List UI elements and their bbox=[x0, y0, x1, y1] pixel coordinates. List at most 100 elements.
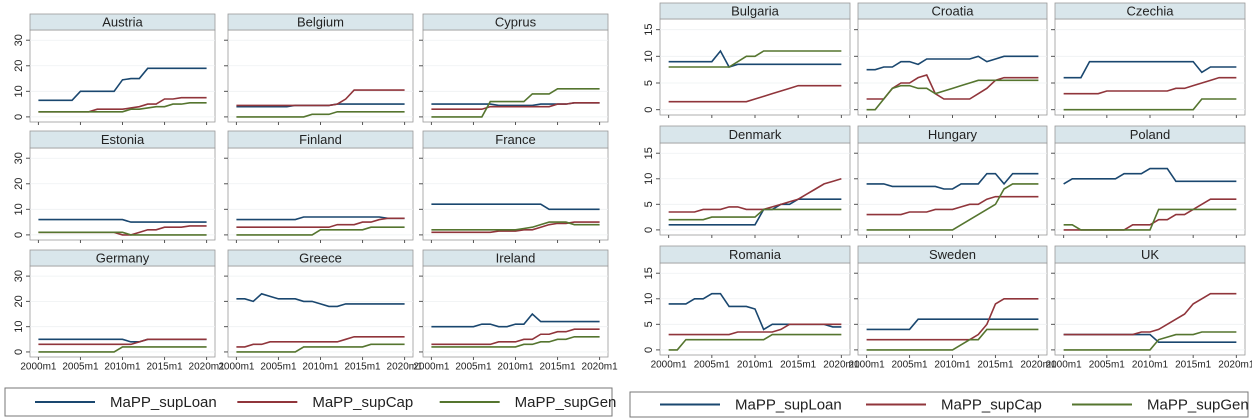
series-line bbox=[236, 335, 405, 348]
panel-title: Sweden bbox=[929, 247, 976, 262]
x-tick-label: 2020m1 bbox=[823, 360, 860, 371]
panel-header bbox=[422, 249, 609, 267]
panel-title: Ireland bbox=[496, 250, 536, 265]
y-tick-label: 10 bbox=[13, 85, 25, 97]
series-line bbox=[38, 346, 207, 353]
x-tick-label: 2005m1 bbox=[62, 362, 99, 373]
series-line bbox=[431, 328, 600, 346]
panel-header bbox=[227, 13, 414, 31]
panel-title: Austria bbox=[102, 14, 143, 29]
y-tick-label: 5 bbox=[643, 201, 655, 207]
series-line bbox=[668, 208, 842, 221]
panel-header bbox=[227, 130, 414, 149]
y-tick-label: 15 bbox=[643, 267, 655, 279]
y-tick-label: 10 bbox=[643, 50, 655, 62]
series-line bbox=[431, 203, 600, 211]
panel-header bbox=[1054, 125, 1246, 144]
x-tick-label: 2010m1 bbox=[302, 362, 339, 373]
series-line bbox=[866, 55, 1039, 71]
series-line bbox=[1063, 208, 1237, 231]
x-tick-label: 2000m1 bbox=[1046, 360, 1083, 371]
y-tick-label: 0 bbox=[13, 232, 25, 238]
series-line bbox=[431, 87, 600, 118]
panel bbox=[422, 147, 609, 241]
y-tick-label: 15 bbox=[643, 24, 655, 36]
y-tick-label: 0 bbox=[13, 114, 25, 120]
panel bbox=[227, 29, 414, 123]
x-tick-label: 2010m1 bbox=[737, 360, 774, 371]
series-line bbox=[236, 217, 405, 229]
panel-header bbox=[227, 249, 414, 267]
legend-label: MaPP_supLoan bbox=[110, 394, 217, 411]
series-line bbox=[866, 328, 1039, 351]
series-line bbox=[668, 323, 842, 336]
panel-title: France bbox=[495, 132, 535, 147]
panel-header bbox=[1054, 245, 1246, 264]
y-tick-label: 15 bbox=[643, 147, 655, 159]
panel bbox=[1054, 142, 1246, 236]
series-line bbox=[431, 312, 600, 328]
panel-title: Finland bbox=[299, 132, 342, 147]
y-tick-label: 5 bbox=[643, 321, 655, 327]
x-tick-label: 2015m1 bbox=[977, 360, 1014, 371]
panel-header bbox=[857, 2, 1048, 20]
x-tick-label: 2015m1 bbox=[1175, 360, 1212, 371]
legend-label: MaPP_supCap bbox=[941, 396, 1042, 413]
panel bbox=[422, 29, 609, 123]
x-tick-label: 2010m1 bbox=[934, 360, 971, 371]
series-line bbox=[668, 333, 842, 351]
y-tick-label: 10 bbox=[643, 173, 655, 185]
series-line bbox=[866, 79, 1039, 111]
legend-label: MaPP_supGen bbox=[1147, 396, 1249, 413]
series-line bbox=[866, 172, 1039, 190]
panel-header bbox=[659, 125, 851, 144]
panel-header bbox=[857, 125, 1048, 144]
series-line bbox=[668, 50, 842, 68]
series-line bbox=[38, 218, 207, 223]
series-line bbox=[1063, 60, 1237, 79]
panel-title: Czechia bbox=[1127, 3, 1175, 18]
panel-title: Germany bbox=[96, 250, 150, 265]
series-line bbox=[866, 183, 1039, 231]
series-line bbox=[236, 292, 405, 308]
panel bbox=[29, 147, 216, 241]
legend bbox=[629, 391, 1249, 418]
panel-title: Estonia bbox=[101, 132, 145, 147]
x-tick-label: 2020m1 bbox=[1218, 360, 1252, 371]
series-line bbox=[866, 195, 1039, 216]
y-tick-label: 0 bbox=[643, 227, 655, 233]
panel-title: UK bbox=[1141, 247, 1159, 262]
panel bbox=[659, 142, 851, 236]
series-line bbox=[668, 84, 842, 103]
x-tick-label: 2000m1 bbox=[651, 360, 688, 371]
legend bbox=[4, 387, 613, 417]
panel-header bbox=[29, 130, 216, 149]
series-line bbox=[236, 226, 405, 236]
series-line bbox=[38, 231, 207, 236]
x-tick-label: 2010m1 bbox=[104, 362, 141, 373]
y-tick-label: 0 bbox=[643, 107, 655, 113]
y-tick-label: 10 bbox=[13, 321, 25, 333]
series-line bbox=[1063, 331, 1237, 351]
panel bbox=[227, 265, 414, 358]
panel bbox=[422, 265, 609, 358]
x-tick-label: 2015m1 bbox=[539, 362, 576, 373]
x-tick-label: 2005m1 bbox=[694, 360, 731, 371]
series-line bbox=[866, 318, 1039, 331]
y-tick-label: 0 bbox=[13, 349, 25, 355]
x-tick-label: 2005m1 bbox=[260, 362, 297, 373]
series-line bbox=[38, 102, 207, 113]
x-tick-label: 2005m1 bbox=[1089, 360, 1126, 371]
series-line bbox=[668, 49, 842, 68]
series-line bbox=[1063, 76, 1237, 95]
x-tick-label: 2000m1 bbox=[849, 360, 886, 371]
series-line bbox=[866, 297, 1039, 341]
y-tick-label: 10 bbox=[643, 293, 655, 305]
x-tick-label: 2000m1 bbox=[413, 362, 450, 373]
panel-title: Greece bbox=[299, 250, 342, 265]
series-line bbox=[1063, 167, 1237, 185]
panel-header bbox=[659, 2, 851, 20]
x-tick-label: 2020m1 bbox=[582, 362, 619, 373]
panel bbox=[857, 262, 1048, 356]
